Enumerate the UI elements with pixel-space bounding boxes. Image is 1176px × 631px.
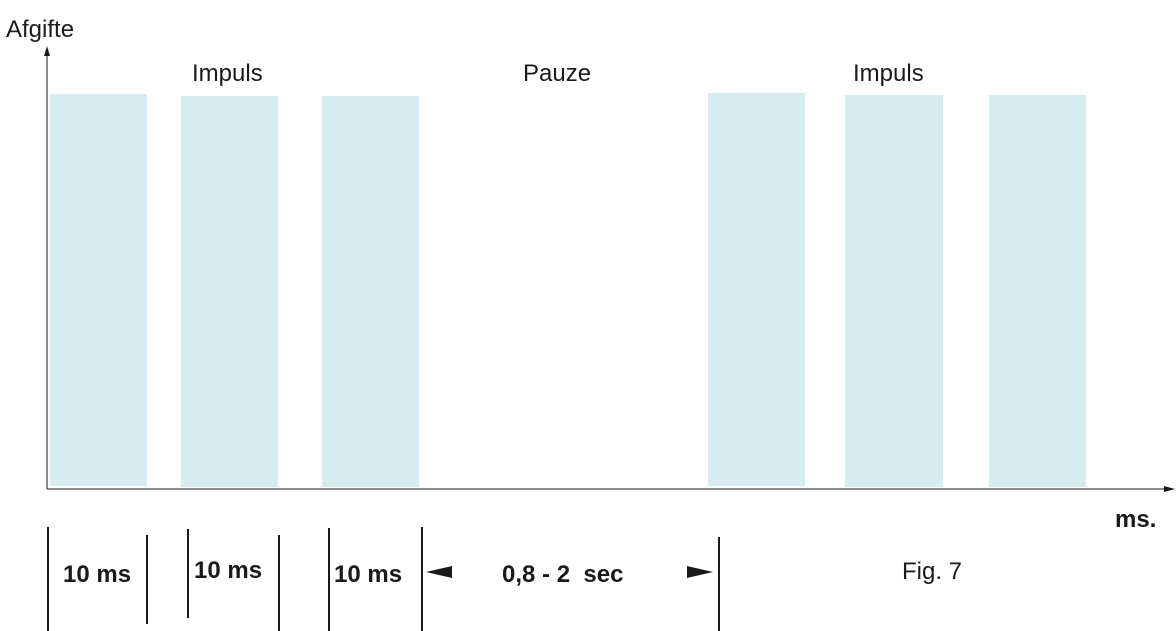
pulse-bar-6 xyxy=(989,95,1086,487)
pulse-bar-2 xyxy=(181,96,278,487)
pause-right-arrow-icon xyxy=(687,566,713,578)
duration-pause: 0,8 - 2 sec xyxy=(502,561,624,588)
x-axis-arrowhead xyxy=(1164,486,1175,492)
pulse-bar-4 xyxy=(708,93,805,486)
marker-line-3 xyxy=(187,529,189,618)
marker-line-2 xyxy=(146,535,148,624)
pulse-bar-1 xyxy=(50,94,147,486)
y-axis-arrowhead xyxy=(44,46,50,56)
impuls-label-right: Impuls xyxy=(853,60,924,87)
pauze-label: Pauze xyxy=(523,60,592,87)
marker-line-5 xyxy=(328,528,330,631)
y-axis-label: Afgifte xyxy=(6,16,75,43)
x-axis-unit: ms. xyxy=(1115,506,1157,533)
pulse-bar-3 xyxy=(322,96,419,487)
pause-left-arrow-icon xyxy=(426,566,452,578)
duration-pulse-3: 10 ms xyxy=(334,561,403,588)
impuls-label-left: Impuls xyxy=(192,60,263,87)
marker-line-1 xyxy=(47,527,49,631)
marker-line-7 xyxy=(718,537,720,631)
pulse-bar-5 xyxy=(845,95,943,487)
duration-pulse-2: 10 ms xyxy=(194,557,263,584)
duration-pulse-1: 10 ms xyxy=(63,561,132,588)
marker-line-6 xyxy=(421,527,423,631)
marker-line-4 xyxy=(278,535,280,631)
figure-caption: Fig. 7 xyxy=(902,558,963,585)
